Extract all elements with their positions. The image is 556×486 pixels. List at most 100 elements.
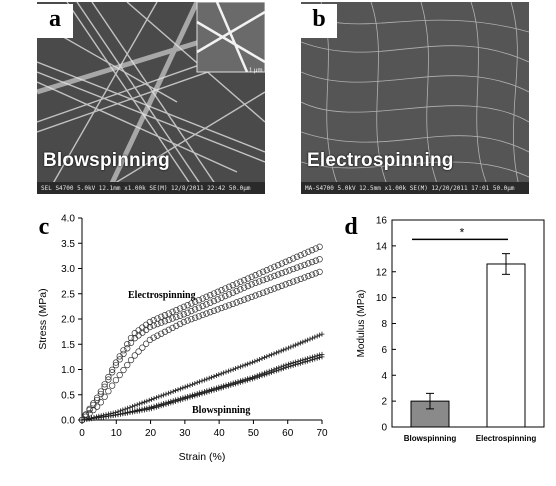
data-point [199, 295, 206, 302]
y-tick-label: 0 [381, 423, 387, 434]
data-point [168, 400, 174, 406]
data-point [124, 361, 131, 369]
data-point [139, 400, 145, 406]
data-point [112, 376, 120, 384]
data-point [233, 299, 240, 306]
data-point [295, 361, 301, 367]
data-point [188, 315, 195, 323]
data-point [252, 279, 259, 287]
significance-marker: * [460, 225, 465, 239]
data-point [188, 300, 195, 307]
sem-footer-a: SEL S4700 5.0kV 12.1mm x1.00k SE(M) 12/8… [41, 185, 251, 192]
data-point [206, 389, 212, 395]
data-point [240, 363, 246, 369]
data-point [218, 371, 224, 377]
panel-letter-d: d [336, 213, 366, 243]
data-point [218, 385, 224, 391]
data-point [290, 265, 297, 273]
data-point [305, 248, 312, 255]
data-point [249, 359, 255, 365]
data-point [290, 255, 297, 262]
data-point [175, 398, 181, 404]
data-point [307, 336, 313, 342]
annotation-electrospinning: Electrospinning [128, 290, 196, 301]
data-point [151, 396, 157, 402]
data-point [261, 355, 267, 361]
data-point [271, 369, 277, 375]
data-point [132, 403, 138, 409]
data-point [112, 361, 120, 369]
y-tick-label: 1.5 [61, 340, 75, 351]
data-point [199, 391, 205, 397]
data-point [207, 292, 214, 299]
data-point [135, 348, 142, 355]
data-point [105, 373, 112, 381]
data-point [286, 279, 293, 287]
data-point [169, 324, 176, 332]
data-point [90, 401, 97, 409]
data-point [101, 381, 108, 388]
data-point [195, 313, 203, 320]
data-point [308, 247, 316, 254]
y-tick-label: 16 [376, 216, 388, 227]
data-point [254, 374, 260, 380]
data-point [290, 362, 296, 368]
data-point [173, 322, 180, 330]
data-point [278, 260, 286, 267]
data-point [288, 344, 294, 350]
data-point [105, 376, 112, 383]
data-point [305, 337, 311, 343]
data-point [168, 389, 174, 395]
data-point [169, 315, 176, 322]
data-point [144, 398, 150, 404]
data-point [184, 317, 191, 324]
y-tick-label: 0.5 [61, 390, 75, 401]
data-point [125, 410, 131, 416]
y-tick-label: 12 [376, 267, 388, 278]
data-point [316, 243, 323, 250]
data-point [120, 350, 127, 357]
data-point [259, 289, 267, 296]
data-point [115, 412, 121, 418]
data-point [184, 302, 191, 309]
data-point [177, 397, 183, 403]
data-point [288, 363, 294, 369]
data-point [165, 316, 172, 324]
data-point [192, 393, 198, 399]
data-point [154, 320, 161, 328]
y-tick-label: 6 [381, 345, 387, 356]
x-tick-label: 40 [214, 428, 226, 439]
data-point [245, 361, 251, 367]
data-point [233, 365, 239, 371]
data-point [170, 399, 176, 405]
data-point [144, 407, 150, 413]
data-point [117, 411, 123, 417]
data-point [293, 264, 301, 271]
data-point [267, 286, 274, 294]
data-point [120, 347, 127, 354]
data-point [259, 373, 265, 379]
data-point [237, 379, 243, 385]
data-point [210, 307, 218, 314]
data-point [173, 313, 180, 321]
data-point [210, 290, 218, 297]
data-point [305, 260, 312, 267]
data-point [283, 346, 289, 352]
data-point [177, 386, 183, 392]
data-point [256, 278, 263, 285]
data-point [225, 383, 231, 389]
data-point [244, 282, 252, 290]
data-point [206, 375, 212, 381]
data-point [214, 296, 221, 303]
data-point [300, 339, 306, 345]
data-point [229, 282, 237, 289]
scale-bar-label: 1 μm [249, 68, 263, 74]
data-point [127, 356, 135, 364]
data-point [312, 245, 319, 252]
data-point [302, 338, 308, 344]
data-point [312, 257, 319, 264]
data-point [293, 362, 299, 368]
data-point [210, 297, 218, 305]
x-axis-label: Strain (%) [179, 451, 226, 463]
data-point [290, 343, 296, 349]
